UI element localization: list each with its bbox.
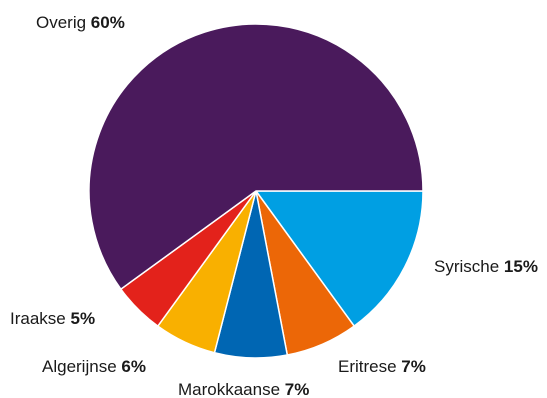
- slice-label-name: Algerijnse: [42, 357, 121, 376]
- slice-label-name: Eritrese: [338, 357, 401, 376]
- slice-label-value: 6%: [121, 357, 146, 376]
- pie-slice-overig: [88, 23, 424, 290]
- slice-label-name: Overig: [36, 13, 91, 32]
- slice-label-value: 7%: [401, 357, 426, 376]
- slice-label-value: 7%: [285, 380, 310, 398]
- slice-label-name: Iraakse: [10, 309, 70, 328]
- pie-labels: Syrische 15%Eritrese 7%Marokkaanse 7%Alg…: [10, 13, 538, 398]
- slice-label-value: 60%: [91, 13, 125, 32]
- slice-label-iraakse: Iraakse 5%: [10, 309, 95, 328]
- pie-slice-syrische: [255, 190, 424, 327]
- slice-label-algerijnse: Algerijnse 6%: [42, 357, 146, 376]
- pie-slices: [88, 23, 424, 359]
- slice-label-syrische: Syrische 15%: [434, 257, 538, 276]
- slice-label-overig: Overig 60%: [36, 13, 125, 32]
- slice-label-marokkaanse: Marokkaanse 7%: [178, 380, 309, 398]
- slice-label-eritrese: Eritrese 7%: [338, 357, 426, 376]
- slice-label-value: 15%: [504, 257, 538, 276]
- slice-label-value: 5%: [70, 309, 95, 328]
- slice-label-name: Marokkaanse: [178, 380, 285, 398]
- slice-label-name: Syrische: [434, 257, 504, 276]
